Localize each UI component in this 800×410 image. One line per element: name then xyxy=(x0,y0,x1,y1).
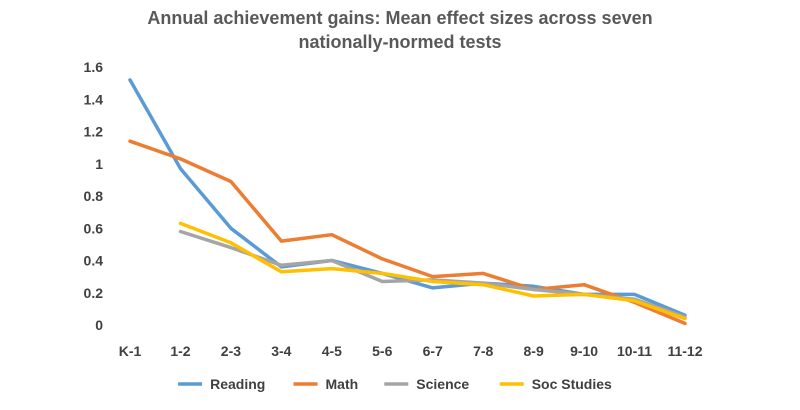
legend-label: Science xyxy=(416,376,469,392)
x-tick-label: 2-3 xyxy=(221,343,241,359)
series-line-science xyxy=(178,229,687,319)
chart-title-line-2: nationally-normed tests xyxy=(298,32,501,52)
y-tick-label: 1.4 xyxy=(84,91,104,107)
x-tick-label: 8-9 xyxy=(524,343,544,359)
chart-title-line-1: Annual achievement gains: Mean effect si… xyxy=(147,8,652,28)
legend-label: Math xyxy=(326,376,359,392)
x-tick-label: 10-11 xyxy=(617,343,652,359)
y-tick-label: 1.6 xyxy=(84,59,104,75)
y-tick-label: 1.2 xyxy=(84,124,104,140)
y-tick-label: 0.4 xyxy=(84,253,104,269)
y-axis: 0 0.2 0.4 0.6 0.8 1 1.2 1.4 1.6 xyxy=(84,59,104,333)
series-line-math xyxy=(128,139,687,326)
x-tick-label: 9-10 xyxy=(570,343,598,359)
x-tick-label: 11-12 xyxy=(667,343,702,359)
legend-label: Reading xyxy=(210,376,265,392)
x-tick-label: 3-4 xyxy=(271,343,291,359)
legend: Reading Math Science Soc Studies xyxy=(178,376,612,392)
x-tick-label: 4-5 xyxy=(322,343,342,359)
y-tick-label: 0.2 xyxy=(84,285,104,301)
x-tick-label: 1-2 xyxy=(170,343,190,359)
y-tick-label: 0 xyxy=(95,317,103,333)
x-tick-label: K-1 xyxy=(119,343,142,359)
series-line-soc-studies xyxy=(178,221,687,321)
x-axis: K-1 1-2 2-3 3-4 4-5 5-6 6-7 7-8 8-9 9-10 10-11 11-1… xyxy=(119,343,703,359)
x-tick-label: 5-6 xyxy=(372,343,392,359)
x-tick-label: 7-8 xyxy=(473,343,493,359)
series-layer xyxy=(128,78,687,326)
y-tick-label: 1 xyxy=(95,156,103,172)
y-tick-label: 0.8 xyxy=(84,188,104,204)
x-tick-label: 6-7 xyxy=(423,343,443,359)
y-tick-label: 0.6 xyxy=(84,220,104,236)
legend-label: Soc Studies xyxy=(532,376,612,392)
